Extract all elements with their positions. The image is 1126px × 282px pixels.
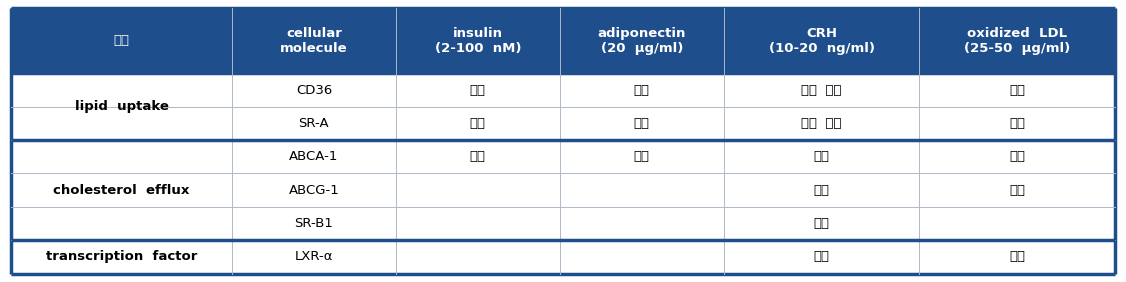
Text: adiponectin
(20  μg/ml): adiponectin (20 μg/ml) xyxy=(598,27,686,55)
Text: lipid  uptake: lipid uptake xyxy=(74,100,169,113)
Text: 변화  없음: 변화 없음 xyxy=(802,117,842,130)
Text: cholesterol  efflux: cholesterol efflux xyxy=(53,184,190,197)
Text: SR-A: SR-A xyxy=(298,117,329,130)
Text: 증가: 증가 xyxy=(634,83,650,96)
Text: CD36: CD36 xyxy=(296,83,332,96)
Bar xyxy=(11,73,1115,107)
Bar xyxy=(11,107,1115,140)
Text: LXR-α: LXR-α xyxy=(295,250,333,263)
Text: 감소: 감소 xyxy=(470,150,486,163)
Text: 감소: 감소 xyxy=(813,150,830,163)
Text: 증가: 증가 xyxy=(1009,150,1025,163)
Text: 증가: 증가 xyxy=(1009,83,1025,96)
Bar xyxy=(11,173,1115,207)
Text: 감소: 감소 xyxy=(634,117,650,130)
Text: CRH
(10-20  ng/ml): CRH (10-20 ng/ml) xyxy=(769,27,875,55)
Bar xyxy=(11,240,1115,274)
Bar xyxy=(11,207,1115,240)
Text: insulin
(2-100  nM): insulin (2-100 nM) xyxy=(435,27,521,55)
Text: ABCA-1: ABCA-1 xyxy=(289,150,339,163)
Text: 변화  없음: 변화 없음 xyxy=(802,83,842,96)
Text: SR-B1: SR-B1 xyxy=(295,217,333,230)
Text: 감소: 감소 xyxy=(813,184,830,197)
Text: cellular
molecule: cellular molecule xyxy=(280,27,348,55)
Text: 증가: 증가 xyxy=(1009,250,1025,263)
Text: 기능: 기능 xyxy=(114,34,129,47)
Text: 증가: 증가 xyxy=(1009,184,1025,197)
Text: ABCG-1: ABCG-1 xyxy=(288,184,339,197)
Text: 감소: 감소 xyxy=(1009,117,1025,130)
Text: oxidized  LDL
(25-50  μg/ml): oxidized LDL (25-50 μg/ml) xyxy=(964,27,1070,55)
Text: 증가: 증가 xyxy=(470,83,486,96)
Bar xyxy=(11,8,1115,73)
Bar xyxy=(11,140,1115,173)
Text: 감소: 감소 xyxy=(813,217,830,230)
Text: transcription  factor: transcription factor xyxy=(46,250,197,263)
Text: 감소: 감소 xyxy=(813,250,830,263)
Text: 감소: 감소 xyxy=(470,117,486,130)
Text: 감소: 감소 xyxy=(634,150,650,163)
